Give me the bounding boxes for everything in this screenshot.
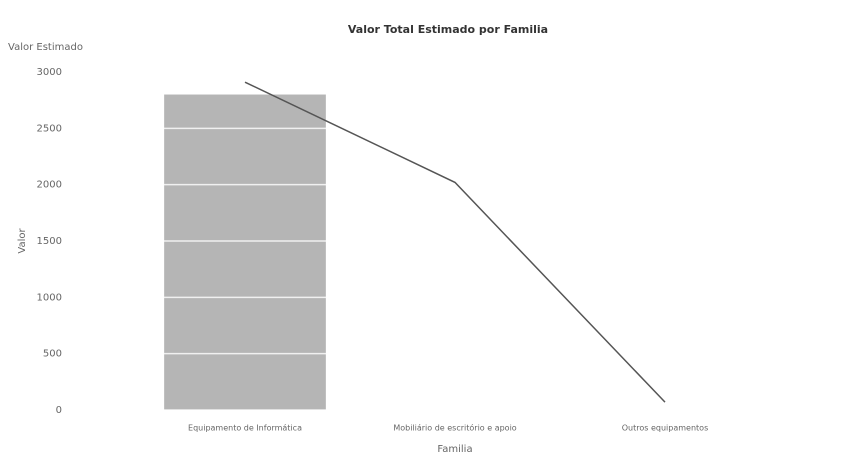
line bbox=[244, 81, 666, 403]
x-tick-label: Equipamento de Informática bbox=[188, 424, 302, 433]
chart-title: Valor Total Estimado por Familia bbox=[348, 23, 548, 36]
y-tick-label: 500 bbox=[43, 349, 62, 360]
x-tick-label: Mobiliário de escritório e apoio bbox=[393, 423, 516, 433]
y-tick-label: 0 bbox=[56, 405, 62, 416]
y-tick-label: 2500 bbox=[37, 123, 62, 134]
y-tick-label: 2000 bbox=[37, 180, 62, 191]
y-tick-label: 1000 bbox=[37, 292, 62, 303]
bar bbox=[164, 94, 326, 411]
y-axis-label: Valor bbox=[17, 228, 28, 254]
y-tick-label: 1500 bbox=[37, 236, 62, 247]
x-tick-label: Outros equipamentos bbox=[622, 424, 708, 433]
y-tick-label: 3000 bbox=[37, 67, 62, 78]
x-axis-label: Familia bbox=[437, 444, 472, 455]
corner-label: Valor Estimado bbox=[8, 42, 83, 53]
